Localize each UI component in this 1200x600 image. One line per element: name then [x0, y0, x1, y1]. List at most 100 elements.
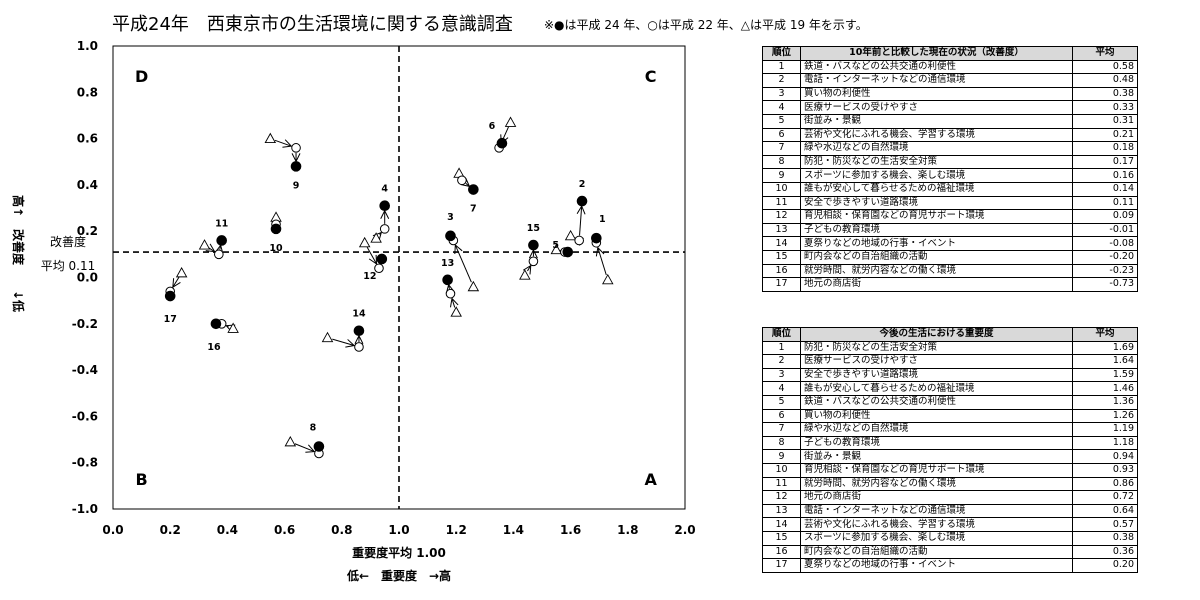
y-tick-label: 0.2	[77, 224, 98, 238]
table-row: 8 子どもの教育環境 1.18	[762, 435, 1138, 451]
rank-cell: 2	[762, 73, 801, 88]
item-cell: スポーツに参加する機会、楽しむ環境	[800, 168, 1073, 183]
x-tick-label: 1.2	[446, 523, 467, 537]
h19-marker	[370, 232, 382, 243]
table-row: 9 街並み・景観 0.94	[762, 449, 1138, 464]
average-cell: 1.36	[1072, 394, 1138, 410]
table-row: 15 スポーツに参加する機会、楽しむ環境 0.38	[762, 530, 1138, 546]
item-cell: 芸術や文化にふれる機会、学習する環境	[800, 127, 1073, 143]
h19-marker	[321, 331, 334, 343]
quadrant-label: B	[135, 470, 147, 489]
rank-cell: 6	[762, 127, 801, 143]
x-tick-label: 1.4	[503, 523, 524, 537]
x-tick-label: 1.0	[388, 523, 409, 537]
h22-marker	[354, 342, 364, 352]
average-cell: 0.18	[1072, 141, 1138, 156]
point-label: 9	[293, 180, 300, 191]
h24-marker	[376, 253, 388, 265]
rank-cell: 3	[762, 86, 801, 102]
point-label: 8	[310, 422, 317, 433]
average-cell: 0.48	[1072, 73, 1138, 88]
item-cell: 誰もが安心して暮らせるための福祉環境	[800, 181, 1073, 197]
point-label: 3	[447, 212, 454, 223]
item-cell: 夏祭りなどの地域の行事・イベント	[800, 558, 1073, 573]
h24-marker	[445, 230, 456, 242]
average-cell: 0.31	[1072, 113, 1138, 129]
item-cell: 街並み・景観	[800, 449, 1073, 464]
item-cell: 街並み・景観	[800, 113, 1073, 129]
rank-cell: 8	[762, 435, 801, 451]
point-label: 13	[441, 258, 454, 269]
rank-cell: 6	[762, 408, 801, 424]
table-row: 8 防犯・防災などの生活安全対策 0.17	[762, 154, 1138, 170]
y-tick-label: 0.8	[77, 85, 98, 99]
rank-header: 順位	[762, 46, 801, 61]
h22-marker	[291, 143, 301, 153]
average-cell: 1.19	[1072, 422, 1138, 437]
rank-cell: 10	[762, 181, 801, 197]
average-cell: 0.94	[1072, 449, 1138, 464]
h24-marker	[562, 246, 574, 258]
average-cell: 1.18	[1072, 435, 1138, 451]
item-cell: 安全で歩きやすい道路環境	[800, 367, 1073, 383]
h24-marker	[210, 318, 222, 330]
average-cell: -0.73	[1072, 277, 1138, 292]
average-cell: 1.59	[1072, 367, 1138, 383]
h24-marker	[591, 232, 602, 244]
table-row: 7 緑や水辺などの自然環境 0.18	[762, 141, 1138, 156]
average-cell: 0.38	[1072, 530, 1138, 546]
table-row: 10 誰もが安心して暮らせるための福祉環境 0.14	[762, 181, 1138, 197]
trend-arrow	[449, 285, 450, 289]
y-ref-label-2: 平均 0.11	[41, 259, 96, 273]
h24-marker	[290, 161, 302, 172]
point-label: 5	[552, 240, 559, 251]
average-cell: 1.64	[1072, 354, 1138, 369]
average-cell: 0.57	[1072, 517, 1138, 532]
trend-arrow	[455, 245, 472, 283]
point-label: 14	[352, 309, 366, 320]
point-label: 11	[215, 218, 228, 229]
average-cell: 0.14	[1072, 181, 1138, 197]
item-cell: 電話・インターネットなどの通信環境	[800, 503, 1073, 519]
y-tick-label: -0.6	[72, 409, 98, 423]
importance-table: 順位 今後の生活における重要度 平均 1 防犯・防災などの生活安全対策 1.69 2 医…	[762, 327, 1138, 573]
h19-marker	[602, 273, 614, 285]
item-cell: 夏祭りなどの地域の行事・イベント	[800, 236, 1073, 251]
rank-cell: 16	[762, 263, 801, 279]
average-cell: 0.09	[1072, 209, 1138, 224]
chart-title: 平成24年 西東京市の生活環境に関する意識調査	[112, 14, 513, 35]
h22-marker	[445, 288, 456, 299]
rank-cell: 11	[762, 476, 801, 492]
point-label: 17	[164, 314, 177, 325]
point-label: 2	[579, 179, 586, 190]
average-cell: 0.58	[1072, 59, 1138, 75]
trend-arrow	[173, 276, 179, 287]
rank-cell: 4	[762, 381, 801, 396]
h19-marker	[467, 280, 480, 292]
h19-marker	[519, 269, 531, 280]
table-row: 11 安全で歩きやすい道路環境 0.11	[762, 195, 1138, 211]
item-cell: 医療サービスの受けやすさ	[800, 354, 1073, 369]
table-row: 13 子どもの教育環境 -0.01	[762, 222, 1138, 238]
table-row: 17 夏祭りなどの地域の行事・イベント 0.20	[762, 558, 1138, 573]
item-cell: 地元の商店街	[800, 277, 1073, 292]
item-cell: 子どもの教育環境	[800, 435, 1073, 451]
rank-cell: 16	[762, 544, 801, 560]
table-row: 17 地元の商店街 -0.73	[762, 277, 1138, 292]
average-cell: 0.64	[1072, 503, 1138, 519]
average-cell: 0.93	[1072, 462, 1138, 478]
rank-cell: 17	[762, 558, 801, 573]
average-cell: -0.23	[1072, 263, 1138, 279]
item-cell: 芸術や文化にふれる機会、学習する環境	[800, 517, 1073, 532]
trend-arrow	[274, 140, 291, 146]
item-cell: 育児相談・保育園などの育児サポート環境	[800, 462, 1073, 478]
x-tick-label: 1.8	[617, 523, 638, 537]
trend-arrow	[380, 233, 382, 235]
x-axis-label: 低← 重要度 →高	[346, 568, 451, 583]
h19-marker	[227, 322, 239, 333]
axes: 0.0 0.2 0.4 0.6 0.8 1.0 1.2 1.4 1.6 1.8 2.0 1.0 0.8 0…	[72, 39, 696, 537]
h19-marker	[504, 116, 517, 127]
item-cell: 地元の商店街	[800, 490, 1073, 505]
h22-marker	[528, 256, 539, 267]
rank-cell: 9	[762, 449, 801, 464]
